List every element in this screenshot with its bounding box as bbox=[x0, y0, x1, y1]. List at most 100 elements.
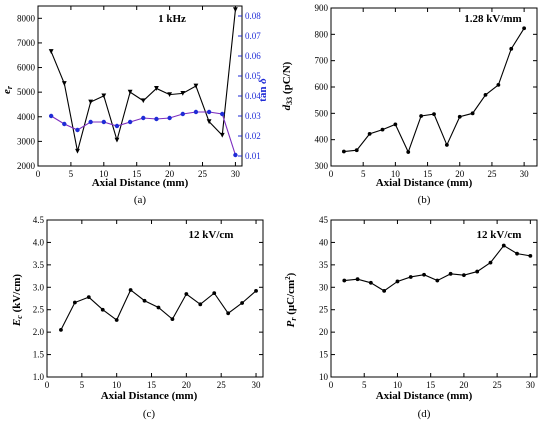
data-point bbox=[206, 119, 212, 125]
y-tick-label: 4.5 bbox=[33, 215, 45, 225]
data-point bbox=[193, 109, 199, 115]
data-point bbox=[406, 150, 411, 154]
xlabel-a: Axial Distance (mm) bbox=[92, 177, 189, 189]
y-tick-label: 35 bbox=[319, 260, 329, 270]
data-point bbox=[355, 277, 360, 282]
x-tick-label: 20 bbox=[165, 169, 175, 179]
x-tick-label: 5 bbox=[69, 169, 74, 179]
x-tick-label: 0 bbox=[329, 380, 334, 390]
data-point bbox=[206, 109, 212, 115]
y-tick-label: 2.5 bbox=[33, 305, 45, 315]
data-point bbox=[61, 81, 67, 86]
caption-b: (b) bbox=[418, 194, 431, 206]
data-point bbox=[101, 119, 107, 125]
y-tick-label: 1.0 bbox=[33, 372, 45, 382]
data-point bbox=[167, 92, 173, 98]
xlabel-c: Axial Distance (mm) bbox=[101, 390, 198, 402]
data-point bbox=[522, 26, 527, 31]
y-tick-label: 2000 bbox=[17, 161, 36, 171]
y-tick-label: 6000 bbox=[17, 63, 36, 73]
data-point bbox=[395, 279, 400, 284]
plot-frame-c bbox=[46, 219, 264, 378]
y-right-tick-label: 0.02 bbox=[245, 131, 261, 141]
y-right-tick-label: 0.03 bbox=[245, 111, 261, 121]
data-point bbox=[59, 328, 63, 332]
chart-panel-a: er tan δ Axial Distance (mm) 1 kHz (a) 0… bbox=[1, 5, 269, 206]
x-tick-label: 20 bbox=[455, 169, 465, 179]
x-tick-label: 10 bbox=[391, 169, 401, 179]
x-tick-label: 10 bbox=[393, 380, 403, 390]
y-tick-label: 4.0 bbox=[33, 237, 45, 247]
y-tick-label: 3.5 bbox=[33, 260, 45, 270]
y-right-tick-label: 0.08 bbox=[245, 11, 261, 21]
data-point bbox=[127, 89, 133, 95]
data-point bbox=[48, 49, 54, 54]
y-tick-label: 10 bbox=[319, 372, 329, 382]
x-tick-label: 25 bbox=[198, 169, 208, 179]
plot-frame-d bbox=[330, 219, 538, 378]
data-point bbox=[101, 93, 107, 99]
y-tick-label: 700 bbox=[315, 56, 329, 66]
annotation-d: 12 kV/cm bbox=[477, 229, 522, 241]
x-tick-label: 15 bbox=[147, 380, 157, 390]
y-right-tick-label: 0.05 bbox=[245, 71, 261, 81]
data-point bbox=[142, 298, 147, 303]
data-point bbox=[100, 307, 105, 312]
data-point bbox=[226, 311, 231, 316]
x-tick-label: 30 bbox=[252, 380, 262, 390]
y-tick-label: 30 bbox=[319, 282, 329, 292]
data-point bbox=[88, 119, 93, 125]
y-tick-label: 25 bbox=[319, 305, 329, 315]
y-tick-label: 500 bbox=[315, 108, 329, 118]
x-tick-label: 30 bbox=[526, 380, 536, 390]
data-point bbox=[193, 83, 199, 89]
x-tick-label: 0 bbox=[45, 380, 50, 390]
x-tick-label: 10 bbox=[112, 380, 122, 390]
x-tick-label: 25 bbox=[487, 169, 497, 179]
x-tick-label: 15 bbox=[423, 169, 433, 179]
x-tick-label: 30 bbox=[520, 169, 530, 179]
data-point bbox=[167, 115, 172, 121]
x-tick-label: 20 bbox=[459, 380, 469, 390]
data-point bbox=[488, 260, 493, 265]
annotation-b: 1.28 kV/mm bbox=[464, 13, 521, 25]
x-tick-label: 25 bbox=[493, 380, 503, 390]
data-point bbox=[368, 280, 373, 285]
y-tick-label: 20 bbox=[319, 327, 329, 337]
x-tick-label: 0 bbox=[329, 169, 334, 179]
data-point bbox=[435, 278, 440, 283]
chart-panel-b: d33 (pC/N) Axial Distance (mm) 1.28 kV/m… bbox=[281, 3, 538, 206]
data-point bbox=[170, 317, 175, 322]
xlabel-d: Axial Distance (mm) bbox=[376, 390, 473, 402]
xlabel-b: Axial Distance (mm) bbox=[376, 177, 473, 189]
ylabel-pr: Pr (μC/cm2) bbox=[284, 272, 298, 327]
data-point bbox=[156, 305, 161, 310]
data-point bbox=[184, 292, 189, 296]
x-tick-label: 5 bbox=[361, 169, 366, 179]
caption-a: (a) bbox=[134, 194, 147, 206]
y-tick-label: 5000 bbox=[17, 87, 36, 97]
data-point bbox=[422, 272, 426, 277]
data-point bbox=[382, 288, 387, 293]
data-point bbox=[86, 295, 91, 300]
data-point bbox=[509, 46, 514, 51]
data-point bbox=[140, 98, 146, 104]
x-tick-label: 15 bbox=[426, 380, 436, 390]
x-tick-label: 15 bbox=[132, 169, 142, 179]
y-tick-label: 4000 bbox=[17, 112, 36, 122]
y-tick-label: 40 bbox=[319, 237, 329, 247]
y-right-tick-label: 0.04 bbox=[245, 91, 261, 101]
data-point bbox=[154, 116, 159, 122]
y-tick-label: 2.0 bbox=[33, 327, 45, 337]
x-tick-label: 5 bbox=[80, 380, 85, 390]
data-point bbox=[233, 152, 238, 158]
caption-d: (d) bbox=[418, 408, 431, 420]
data-point bbox=[367, 131, 372, 136]
data-point bbox=[528, 253, 533, 258]
y-tick-label: 3000 bbox=[17, 136, 36, 146]
data-point bbox=[419, 114, 424, 118]
x-tick-label: 5 bbox=[362, 380, 367, 390]
data-point bbox=[114, 123, 120, 129]
y-tick-label: 45 bbox=[319, 215, 329, 225]
